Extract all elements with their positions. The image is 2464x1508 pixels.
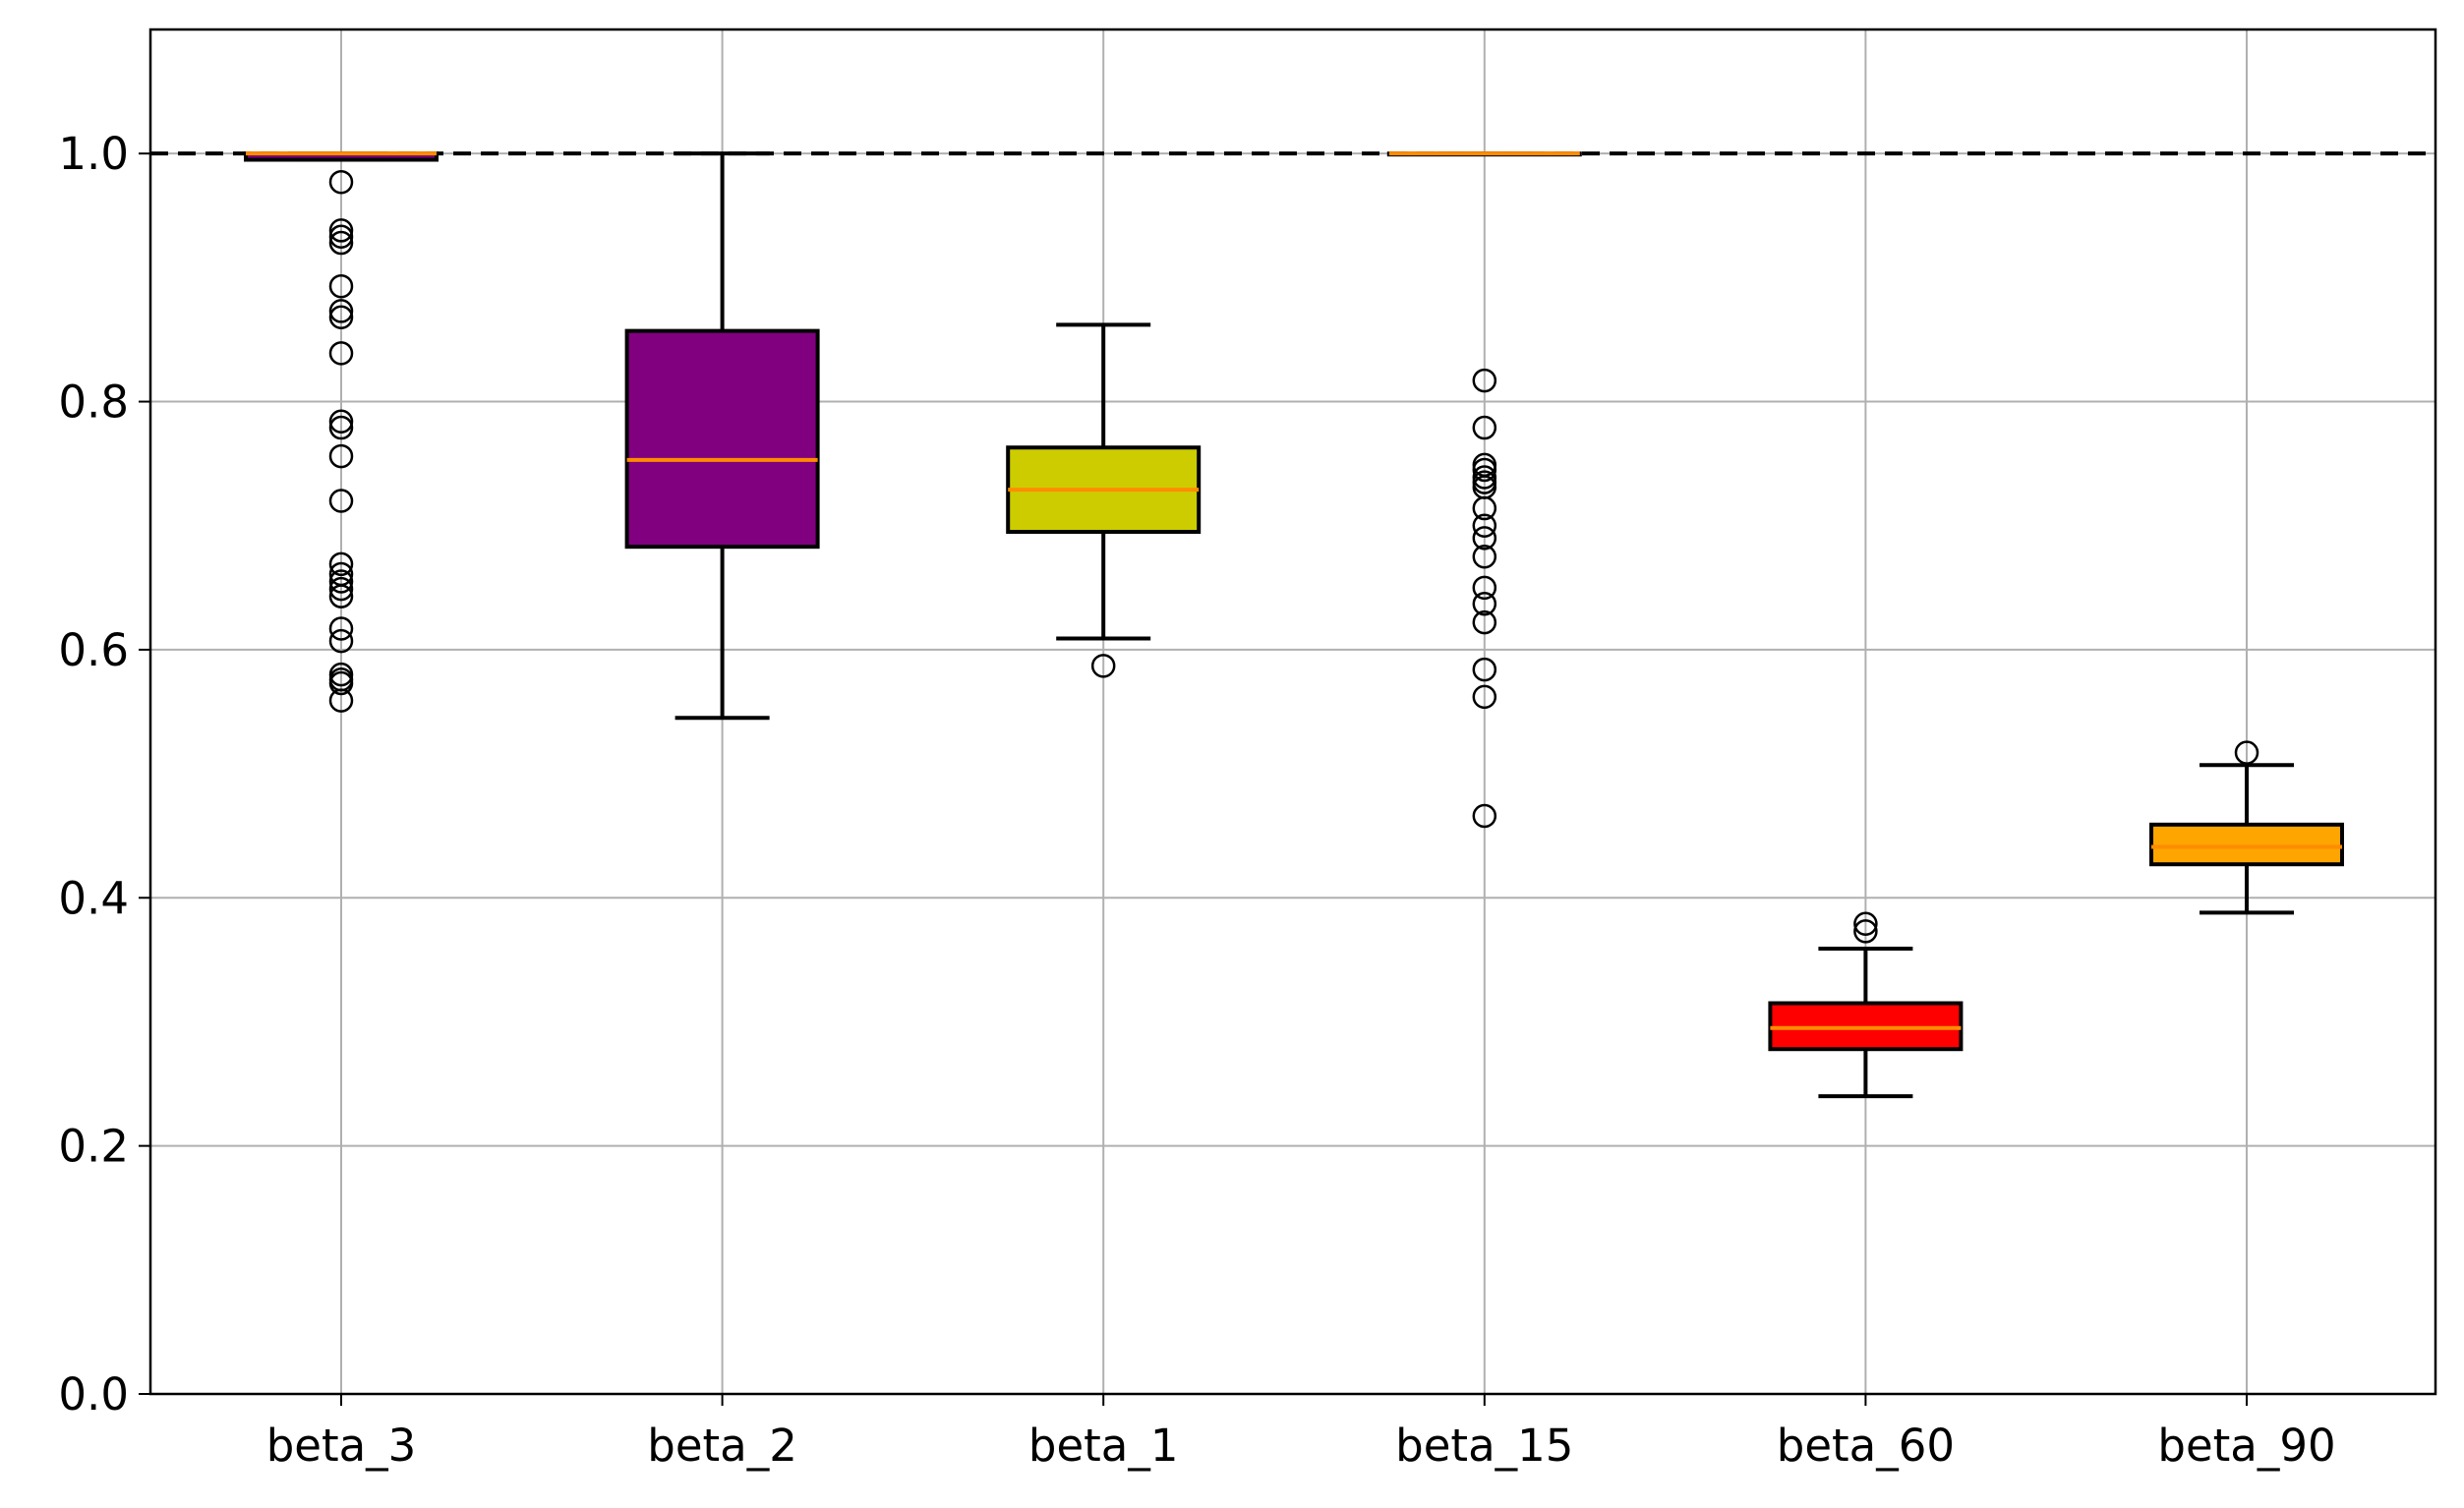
- outlier-point: [328, 576, 354, 602]
- x-tick-label: beta_60: [1777, 1420, 1955, 1472]
- box-beta_3: [244, 151, 439, 713]
- outlier-point: [1472, 368, 1497, 393]
- outlier-point: [328, 305, 354, 329]
- x-tick-label: beta_90: [2157, 1420, 2335, 1472]
- box-beta_2: [624, 151, 820, 721]
- outlier-point: [1472, 513, 1497, 538]
- outlier-point: [2234, 740, 2259, 765]
- box-body: [624, 328, 820, 550]
- outlier-point: [328, 341, 354, 366]
- y-tick-label: 0.0: [58, 1368, 129, 1421]
- x-tick-label: beta_1: [1028, 1420, 1179, 1472]
- outlier-point: [328, 169, 354, 195]
- axes-group: 0.0 0.2 0.4 0.6 0.8 1.0 beta_3 beta_2 beta_1 beta…: [58, 28, 2437, 1472]
- outlier-point: [1472, 575, 1497, 601]
- outlier-point: [1472, 545, 1497, 569]
- outlier-point: [1472, 591, 1497, 616]
- y-tick-label: 0.2: [58, 1121, 129, 1173]
- plot-frame: [148, 28, 2437, 1396]
- box-beta_15: [1386, 151, 1582, 829]
- outlier-point: [328, 551, 354, 577]
- x-tick-label: beta_2: [647, 1420, 797, 1472]
- outlier-point: [1472, 657, 1497, 682]
- outlier-point: [1853, 919, 1878, 944]
- box-beta_60: [1768, 911, 1964, 1099]
- y-tick-label: 0.4: [58, 872, 129, 924]
- outlier-point: [328, 584, 354, 609]
- box-body: [2149, 822, 2344, 867]
- x-tick-label: beta_15: [1395, 1420, 1573, 1472]
- y-tick-label: 0.6: [58, 624, 129, 676]
- outlier-point: [1853, 911, 1878, 937]
- outlier-point: [1472, 526, 1497, 551]
- outlier-point: [1472, 684, 1497, 710]
- outlier-point: [328, 218, 354, 243]
- outlier-point: [328, 409, 354, 434]
- box-beta_1: [1006, 322, 1202, 678]
- outlier-point: [328, 628, 354, 654]
- y-tick-label: 1.0: [58, 128, 129, 180]
- boxes-group: [244, 151, 2344, 1099]
- outlier-point: [328, 273, 354, 299]
- outlier-point: [328, 443, 354, 469]
- outlier-point: [1472, 415, 1497, 440]
- outlier-point: [1472, 457, 1497, 483]
- outlier-point: [328, 415, 354, 440]
- outlier-point: [328, 569, 354, 594]
- outlier-point: [1472, 803, 1497, 829]
- outlier-point: [328, 688, 354, 713]
- outlier-point: [1472, 609, 1497, 635]
- outlier-point: [328, 230, 354, 256]
- x-tick-label: beta_3: [266, 1420, 417, 1472]
- outlier-point: [328, 489, 354, 513]
- outlier-point: [328, 224, 354, 249]
- outlier-point: [328, 670, 354, 696]
- box-beta_90: [2149, 740, 2344, 915]
- outlier-point: [1472, 495, 1497, 521]
- outlier-point: [328, 616, 354, 641]
- y-tick-label: 0.8: [58, 377, 129, 429]
- outlier-point: [328, 299, 354, 323]
- outlier-point: [1090, 654, 1116, 678]
